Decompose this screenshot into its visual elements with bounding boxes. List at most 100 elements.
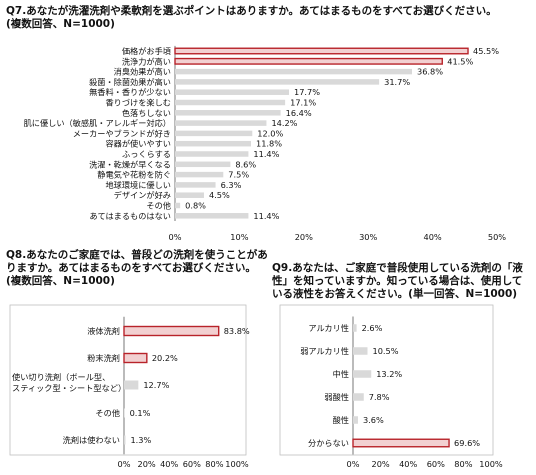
q8-value-label: 1.3% bbox=[130, 435, 151, 445]
q7-bar bbox=[175, 130, 253, 137]
q7-bar bbox=[175, 89, 289, 95]
q7-bar bbox=[175, 140, 251, 147]
q9-value-label: 10.5% bbox=[372, 346, 398, 356]
q8-title: Q8.あなたのご家庭では、普段どの洗剤を使うことがありますか。あてはまるものをす… bbox=[6, 249, 268, 287]
q9-value-label: 13.2% bbox=[376, 369, 402, 379]
q8-bar bbox=[123, 325, 220, 337]
q7-category-label: メーカーやブランドが好き bbox=[73, 128, 171, 138]
q7-bar bbox=[174, 57, 443, 65]
q7-tick-label: 10% bbox=[230, 232, 248, 242]
q9-value-label: 69.6% bbox=[454, 438, 480, 448]
q7-bar bbox=[175, 192, 204, 198]
q7-value-label: 31.7% bbox=[384, 77, 410, 87]
q8-tick-label: 100% bbox=[225, 459, 249, 469]
q9-value-label: 2.6% bbox=[362, 323, 383, 333]
q8-tick-label: 40% bbox=[160, 459, 178, 469]
q7-plot: 45.5% 価格がお手頃 41.5% 洗浄力が高い 36.8% 消臭効果が高い 31.7% 殺… bbox=[24, 45, 506, 242]
q7-category-label: 香りづけを楽しむ bbox=[105, 98, 171, 108]
q9-title: Q9.あなたは、ご家庭で普段使用している洗剤の「液性」を知っていますか。知ってい… bbox=[272, 262, 523, 300]
q7-tick-label: 40% bbox=[423, 232, 441, 242]
q8-category-label: 洗剤は使わない bbox=[63, 435, 120, 445]
q7-value-label: 45.5% bbox=[473, 46, 499, 56]
q9-category-label: 弱酸性 bbox=[324, 392, 349, 402]
q8-value-label: 0.1% bbox=[130, 408, 151, 418]
q7-title: Q7.あなたが洗濯洗剤や柔軟剤を選ぶポイントはありますか。あてはまるものをすべて… bbox=[6, 5, 497, 30]
q7-bar bbox=[175, 120, 267, 126]
q7-bar bbox=[175, 161, 231, 168]
q7-bar bbox=[175, 79, 380, 85]
q9-tick-label: 60% bbox=[427, 459, 445, 469]
q9-tick-label: 20% bbox=[371, 459, 389, 469]
q9-tick-label: 40% bbox=[399, 459, 417, 469]
q8-value-label: 12.7% bbox=[143, 380, 169, 390]
q9-bar bbox=[353, 416, 358, 424]
q7-bar bbox=[175, 182, 216, 188]
q8-value-label: 83.8% bbox=[224, 326, 250, 336]
q7-category-label: デザインが好み bbox=[114, 190, 171, 200]
q9-tick-label: 80% bbox=[454, 459, 472, 469]
q7-bar bbox=[175, 202, 181, 209]
q9-value-label: 3.6% bbox=[363, 415, 384, 425]
q8-category-label: 液体洗剤 bbox=[87, 326, 120, 336]
q7-value-label: 7.5% bbox=[228, 170, 249, 180]
q9-bar bbox=[353, 347, 368, 355]
q7-tick-label: 50% bbox=[488, 232, 506, 242]
q8-bar bbox=[123, 352, 148, 364]
q8-category-label: 使い切り洗剤（ボール型、 bbox=[12, 372, 110, 382]
q7-category-label: 洗濯・乾燥が早くなる bbox=[89, 159, 171, 169]
q9-category-label: 酸性 bbox=[333, 415, 349, 425]
q7-tick-label: 30% bbox=[359, 232, 377, 242]
q7-value-label: 17.7% bbox=[294, 87, 320, 97]
q7-category-label: 地球環境に優しい bbox=[105, 180, 171, 190]
q7-bar bbox=[175, 171, 224, 178]
q7-value-label: 11.4% bbox=[253, 149, 279, 159]
q7-category-label: 静電気や花粉を防ぐ bbox=[97, 170, 171, 180]
q9-plot: 2.6% アルカリ性 10.5% 弱アルカリ性 13.2% 中性 7.8% 弱酸性 3.6% 酸性… bbox=[279, 304, 503, 469]
q9-frame bbox=[279, 304, 494, 456]
q7-category-label: 肌に優しい（敏感肌・アレルギー対応） bbox=[24, 118, 171, 128]
q7-tick-label: 0% bbox=[169, 232, 182, 242]
q8-tick-label: 20% bbox=[137, 459, 155, 469]
q8-frame bbox=[9, 304, 247, 456]
q8-plot: 83.8% 液体洗剤 20.2% 粉末洗剤 12.7% 使い切り洗剤（ボール型、スティック… bbox=[9, 304, 250, 469]
q7-bar bbox=[175, 99, 286, 106]
q8-bar bbox=[124, 380, 139, 390]
q7-category-label: 洗浄力が高い bbox=[122, 56, 171, 66]
q7-value-label: 36.8% bbox=[417, 67, 443, 77]
q9-tick-label: 100% bbox=[479, 459, 503, 469]
q8-bar bbox=[124, 435, 126, 445]
q7-category-label: ふっくらする bbox=[122, 149, 171, 159]
q8-value-label: 20.2% bbox=[152, 353, 178, 363]
q7-category-label: その他 bbox=[146, 201, 171, 211]
q7-value-label: 14.2% bbox=[271, 118, 297, 128]
q8-bar bbox=[124, 408, 125, 418]
q7-value-label: 41.5% bbox=[447, 56, 473, 66]
q9-tick-label: 0% bbox=[347, 459, 360, 469]
q7-value-label: 11.8% bbox=[256, 139, 282, 149]
q9-bar bbox=[353, 393, 364, 401]
q7-category-label: 消臭効果が高い bbox=[114, 67, 171, 77]
q9-category-label: 弱アルカリ性 bbox=[300, 346, 349, 356]
q9-category-label: アルカリ性 bbox=[308, 323, 349, 333]
q7-value-label: 17.1% bbox=[290, 98, 316, 108]
q7-value-label: 0.8% bbox=[185, 201, 206, 211]
q7-value-label: 4.5% bbox=[209, 190, 230, 200]
q7-bar bbox=[174, 47, 469, 55]
q7-tick-label: 20% bbox=[295, 232, 313, 242]
q8-tick-label: 60% bbox=[183, 459, 201, 469]
q8-tick-label: 0% bbox=[118, 459, 131, 469]
q8-category-label: スティック型・シート型など） bbox=[12, 383, 126, 393]
q9-value-label: 7.8% bbox=[369, 392, 390, 402]
q8-category-label: 粉末洗剤 bbox=[87, 353, 120, 363]
q8-category-label: その他 bbox=[95, 408, 120, 418]
q8-tick-label: 80% bbox=[205, 459, 223, 469]
q7-category-label: 価格がお手頃 bbox=[122, 46, 171, 56]
q7-value-label: 8.6% bbox=[235, 159, 256, 169]
q9-bar bbox=[353, 370, 372, 378]
q7-bar bbox=[175, 151, 249, 157]
q7-category-label: あてはまるものはない bbox=[89, 211, 171, 221]
q7-category-label: 容器が使いやすい bbox=[105, 139, 171, 149]
q7-value-label: 12.0% bbox=[257, 128, 283, 138]
q9-bar bbox=[352, 438, 450, 448]
